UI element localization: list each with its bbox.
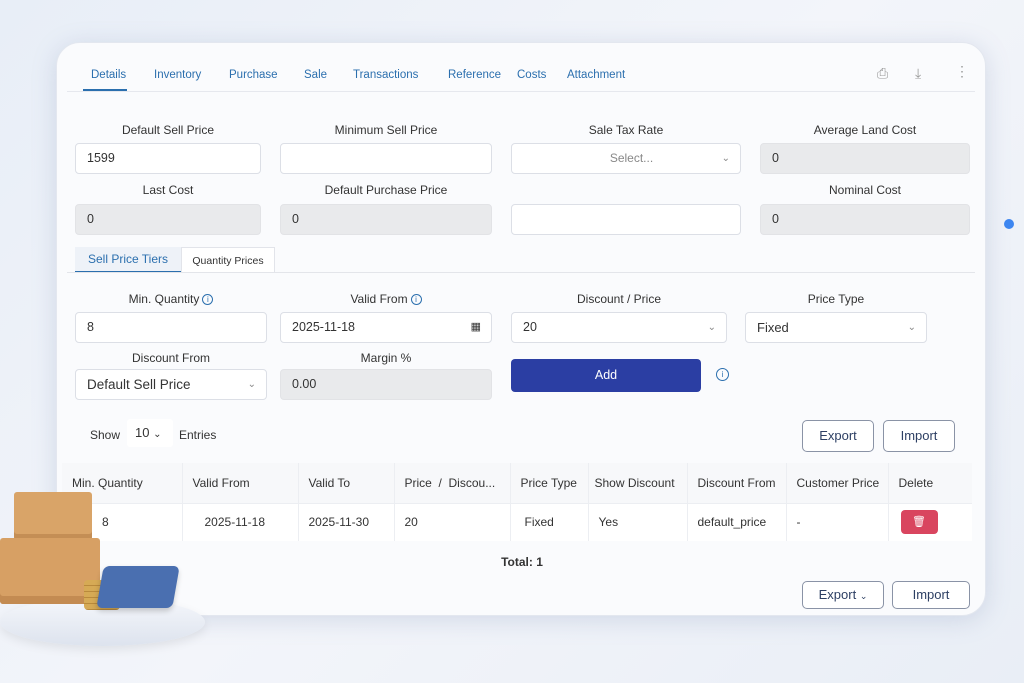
col-price-type[interactable]: Price Type: [510, 463, 589, 503]
product-card: Details Inventory Purchase Sale Transact…: [56, 42, 986, 616]
default-purchase-price-input: 0: [280, 204, 492, 235]
table-header-row: Min. Quantity Valid From Valid To Price …: [62, 463, 972, 503]
footer-import-button[interactable]: Import: [892, 581, 970, 609]
min-quantity-input[interactable]: 8: [75, 312, 267, 343]
entries-select[interactable]: 10 ⌄: [127, 419, 173, 447]
tab-purchase[interactable]: Purchase: [229, 69, 278, 81]
trash-icon: 🗑: [912, 516, 926, 529]
footer-export-button[interactable]: Export ⌄: [802, 581, 884, 609]
discount-from-label: Discount From: [131, 351, 211, 365]
nominal-cost-label: Nominal Cost: [828, 183, 902, 197]
cell-show-discount: Yes: [588, 502, 688, 541]
tab-transactions[interactable]: Transactions: [353, 69, 419, 81]
cell-valid-to: 2025-11-30: [298, 502, 395, 541]
cell-discount-from: default_price: [687, 502, 787, 541]
col-discount-from[interactable]: Discount From: [687, 463, 787, 503]
add-button[interactable]: Add: [511, 359, 701, 392]
import-button[interactable]: Import: [883, 420, 955, 452]
divider: [67, 91, 975, 92]
price-type-value: Fixed: [757, 320, 789, 335]
download-icon[interactable]: ⤓: [915, 65, 922, 81]
margin-label: Margin %: [360, 351, 412, 365]
sale-tax-rate-label: Sale Tax Rate: [588, 123, 664, 137]
cell-valid-from: 2025-11-18: [182, 502, 299, 541]
valid-from-value: 2025-11-18: [292, 320, 356, 334]
tab-details[interactable]: Details: [91, 69, 127, 81]
valid-from-label-text: Valid From: [350, 292, 408, 306]
delete-button[interactable]: 🗑: [900, 510, 938, 535]
nominal-cost-input: 0: [760, 204, 970, 235]
more-vertical-icon[interactable]: ⋮: [955, 63, 969, 79]
default-purchase-price-label: Default Purchase Price: [324, 183, 448, 197]
chevron-down-icon: ⌄: [153, 429, 162, 440]
min-quantity-label-text: Min. Quantity: [128, 292, 200, 306]
tab-sale[interactable]: Sale: [304, 69, 328, 81]
tab-costs[interactable]: Costs: [517, 69, 547, 81]
print-icon[interactable]: ⎙: [877, 65, 889, 81]
tab-attachment[interactable]: Attachment: [567, 69, 626, 81]
entries-label: Entries: [179, 428, 217, 442]
col-delete: Delete: [888, 463, 972, 503]
cell-delete: 🗑: [888, 502, 972, 541]
valid-from-date-input[interactable]: 2025-11-18 ▦: [280, 312, 492, 343]
entries-value: 10: [135, 425, 150, 440]
decorative-dot: [1004, 219, 1014, 229]
default-sell-price-label: Default Sell Price: [121, 123, 215, 137]
col-customer-price[interactable]: Customer Price: [786, 463, 889, 503]
cell-price-discount: 20: [394, 502, 511, 541]
sale-tax-rate-placeholder: Select...: [609, 151, 654, 165]
subtab-sell-price-tiers[interactable]: Sell Price Tiers: [75, 247, 181, 273]
minimum-sell-price-label: Minimum Sell Price: [334, 123, 438, 137]
export-button[interactable]: Export: [802, 420, 874, 452]
tab-inventory[interactable]: Inventory: [154, 69, 202, 81]
chevron-down-icon: ⌄: [247, 379, 256, 390]
chevron-down-icon: ⌄: [721, 153, 730, 164]
valid-from-label: Valid From i: [280, 292, 492, 306]
chevron-down-icon: ⌄: [707, 322, 716, 333]
margin-input: 0.00: [280, 369, 492, 400]
col-valid-to[interactable]: Valid To: [298, 463, 395, 503]
blank-input[interactable]: [511, 204, 741, 235]
show-label: Show: [90, 428, 121, 442]
discount-price-label: Discount / Price: [576, 292, 662, 306]
table-total: Total: 1: [501, 555, 543, 569]
col-valid-from[interactable]: Valid From: [182, 463, 299, 503]
price-type-select[interactable]: Fixed ⌄: [745, 312, 927, 343]
average-land-cost-label: Average Land Cost: [813, 123, 917, 137]
price-type-label: Price Type: [807, 292, 865, 306]
col-show-discount[interactable]: Show Discount: [588, 463, 688, 503]
col-price-discount[interactable]: Price / Discou...: [394, 463, 511, 503]
info-icon[interactable]: i: [410, 294, 422, 305]
cell-price-type: Fixed: [510, 502, 589, 541]
discount-from-value: Default Sell Price: [87, 377, 191, 392]
calendar-icon[interactable]: ▦: [470, 321, 481, 333]
table-row: 8 2025-11-18 2025-11-30 20 Fixed Yes def…: [62, 502, 972, 541]
subtab-quantity-prices[interactable]: Quantity Prices: [181, 247, 275, 273]
sale-tax-rate-select[interactable]: Select... ⌄: [511, 143, 741, 174]
default-sell-price-input[interactable]: 1599: [75, 143, 261, 174]
discount-from-select[interactable]: Default Sell Price ⌄: [75, 369, 267, 400]
tab-reference[interactable]: Reference: [448, 69, 502, 81]
calculator-icon: [96, 566, 180, 608]
col-min-quantity[interactable]: Min. Quantity: [62, 463, 183, 503]
divider: [67, 272, 975, 273]
minimum-sell-price-input[interactable]: [280, 143, 492, 174]
box-icon: [14, 492, 92, 540]
last-cost-label: Last Cost: [142, 183, 194, 197]
average-land-cost-input: 0: [760, 143, 970, 174]
discount-price-select[interactable]: 20 ⌄: [511, 312, 727, 343]
min-quantity-label: Min. Quantity i: [75, 292, 267, 306]
footer-export-label: Export: [818, 587, 857, 602]
chevron-down-icon: ⌄: [859, 591, 868, 601]
last-cost-input: 0: [75, 204, 261, 235]
cell-customer-price: -: [786, 502, 889, 541]
chevron-down-icon: ⌄: [907, 322, 916, 333]
quantity-tiers-table: Min. Quantity Valid From Valid To Price …: [62, 463, 972, 541]
info-icon[interactable]: i: [202, 294, 214, 305]
info-icon[interactable]: i: [716, 368, 729, 381]
discount-price-value: 20: [523, 320, 537, 334]
active-tab-indicator: [83, 89, 127, 91]
box-icon: [0, 538, 100, 604]
